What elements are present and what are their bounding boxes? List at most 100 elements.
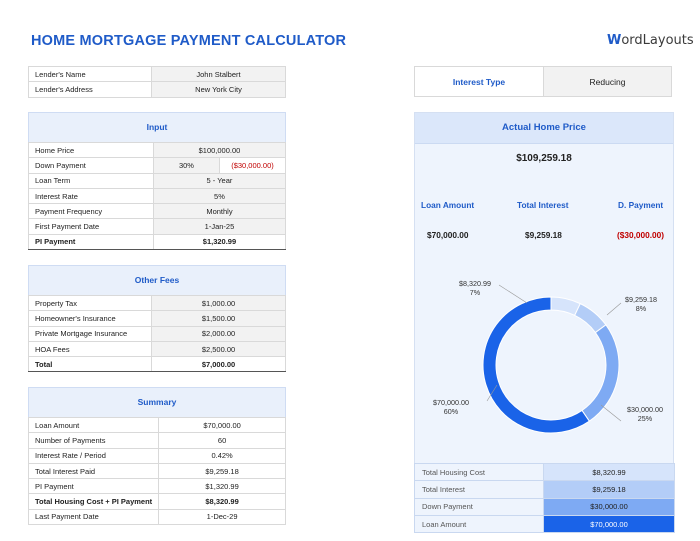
interest-type-table: Interest Type Reducing [414, 66, 672, 97]
interest-rate-label: Interest Rate [28, 187, 154, 205]
pie-label-down-payment: $30,000.00 25% [627, 405, 663, 423]
other-fees-header: Other Fees [28, 265, 286, 296]
other-fees-table: Property Tax $1,000.00 Homeowner's Insur… [28, 294, 286, 373]
legend-loan-amount-value: $70,000.00 [543, 514, 675, 534]
property-tax-value[interactable]: $1,000.00 [151, 294, 286, 312]
pi-payment-label: PI Payment [28, 233, 154, 251]
leader-line-down-payment [600, 404, 622, 422]
down-payment-heading: D. Payment [618, 200, 664, 210]
rate-per-period-label: Interest Rate / Period [27, 447, 160, 464]
wordlayouts-logo: WordLayouts [607, 33, 694, 48]
fees-total-label: Total [28, 356, 152, 373]
legend-row: Total Interest $9,259.18 [414, 480, 675, 499]
interest-type-label: Interest Type [414, 66, 544, 97]
pie-percent-loan-amount: 60% [443, 407, 459, 416]
payment-frequency-value[interactable]: Monthly [152, 203, 287, 220]
rate-per-period-value: 0.42% [158, 447, 286, 464]
pie-label-loan-amount: $70,000.00 60% [433, 398, 469, 416]
total-interest-heading: Total Interest [517, 200, 569, 210]
pie-value-total-interest: $9,259.18 [625, 295, 657, 304]
number-of-payments-label: Number of Payments [27, 432, 160, 449]
total-interest-paid-value: $9,259.18 [158, 462, 286, 480]
hoa-fees-value[interactable]: $2,500.00 [151, 340, 286, 358]
donut-slice-loan-amount [482, 296, 591, 434]
interest-rate-value[interactable]: 5% [152, 187, 287, 205]
summary-pi-payment-value: $1,320.99 [158, 478, 286, 495]
chart-legend-table: Total Housing Cost $8,320.99 Total Inter… [414, 462, 675, 534]
legend-housing-cost-label: Total Housing Cost [414, 462, 544, 482]
leader-line-loan-amount [486, 384, 498, 402]
fees-total-value: $7,000.00 [151, 356, 286, 373]
donut-slice-down-payment [581, 324, 620, 422]
down-payment-value: ($30,000.00) [218, 157, 287, 174]
input-table: Home Price $100,000.00 Down Payment 30% … [28, 141, 287, 251]
total-interest-figure: $9,259.18 [525, 230, 562, 240]
loan-amount-heading: Loan Amount [421, 200, 475, 210]
pie-label-housing-cost: $8,320.99 7% [459, 279, 491, 297]
lender-name-row: Lender's Name John Stalbert [28, 65, 286, 83]
summary-loan-amount-value: $70,000.00 [158, 416, 286, 434]
pie-percent-down-payment: 25% [637, 414, 653, 423]
loan-term-value[interactable]: 5 - Year [152, 172, 287, 189]
pie-percent-housing-cost: 7% [469, 288, 481, 297]
legend-total-interest-label: Total Interest [414, 480, 544, 499]
loan-term-label: Loan Term [28, 172, 154, 189]
input-section-header: Input [28, 112, 286, 143]
number-of-payments-value: 60 [158, 432, 286, 449]
lender-table: Lender's Name John Stalbert Lender's Add… [28, 65, 286, 98]
lender-address-label: Lender's Address [28, 81, 152, 98]
lender-name-value[interactable]: John Stalbert [151, 65, 286, 83]
payment-frequency-label: Payment Frequency [28, 203, 154, 220]
leader-line-housing-cost [498, 284, 528, 304]
legend-row: Loan Amount $70,000.00 [414, 514, 675, 534]
lender-name-label: Lender's Name [28, 65, 152, 83]
pie-label-total-interest: $9,259.18 8% [625, 295, 657, 313]
pie-value-housing-cost: $8,320.99 [459, 279, 491, 288]
logo-w: W [607, 33, 622, 48]
pie-value-loan-amount: $70,000.00 [433, 398, 469, 407]
legend-total-interest-value: $9,259.18 [543, 480, 675, 499]
loan-amount-figure: $70,000.00 [427, 230, 469, 240]
legend-down-payment-label: Down Payment [414, 497, 544, 516]
pi-payment-value: $1,320.99 [152, 233, 287, 251]
pmi-value[interactable]: $2,000.00 [151, 325, 286, 342]
hoa-fees-label: HOA Fees [28, 340, 152, 358]
legend-housing-cost-value: $8,320.99 [543, 462, 675, 482]
pie-value-down-payment: $30,000.00 [627, 405, 663, 414]
first-payment-date-label: First Payment Date [28, 218, 154, 235]
total-interest-paid-label: Total Interest Paid [27, 462, 160, 480]
donut-chart [482, 284, 622, 434]
homeowners-insurance-label: Homeowner's Insurance [28, 310, 152, 327]
actual-home-price-panel: Actual Home Price $109,259.18 Loan Amoun… [414, 112, 674, 526]
legend-row: Total Housing Cost $8,320.99 [414, 462, 675, 482]
last-payment-date-value: 1-Dec-29 [158, 508, 286, 526]
home-price-label: Home Price [28, 141, 154, 159]
lender-address-value[interactable]: New York City [151, 81, 286, 98]
property-tax-label: Property Tax [28, 294, 152, 312]
legend-down-payment-value: $30,000.00 [543, 497, 675, 516]
home-price-value[interactable]: $100,000.00 [152, 141, 287, 159]
summary-header: Summary [28, 387, 286, 418]
legend-row: Down Payment $30,000.00 [414, 497, 675, 516]
down-payment-label: Down Payment [28, 157, 154, 174]
summary-loan-amount-label: Loan Amount [27, 416, 160, 434]
actual-home-price-header: Actual Home Price [415, 113, 673, 144]
total-housing-cost-value: $8,320.99 [158, 493, 286, 510]
actual-home-price-value: $109,259.18 [516, 153, 572, 164]
first-payment-date-value[interactable]: 1-Jan-25 [152, 218, 287, 235]
legend-loan-amount-label: Loan Amount [414, 514, 544, 534]
pie-percent-total-interest: 8% [635, 304, 647, 313]
leader-line-total-interest [606, 302, 622, 316]
pmi-label: Private Mortgage Insurance [28, 325, 152, 342]
down-payment-figure: ($30,000.00) [617, 230, 665, 240]
last-payment-date-label: Last Payment Date [27, 508, 160, 526]
summary-pi-payment-label: PI Payment [27, 478, 160, 495]
interest-type-value[interactable]: Reducing [543, 66, 672, 97]
summary-table: Loan Amount $70,000.00 Number of Payment… [27, 416, 286, 526]
homeowners-insurance-value[interactable]: $1,500.00 [151, 310, 286, 327]
down-payment-percent[interactable]: 30% [152, 157, 220, 174]
total-housing-cost-label: Total Housing Cost + PI Payment [27, 493, 160, 510]
page-title: HOME MORTGAGE PAYMENT CALCULATOR [31, 33, 347, 49]
lender-address-row: Lender's Address New York City [28, 81, 286, 98]
logo-text: ordLayouts [621, 33, 694, 48]
